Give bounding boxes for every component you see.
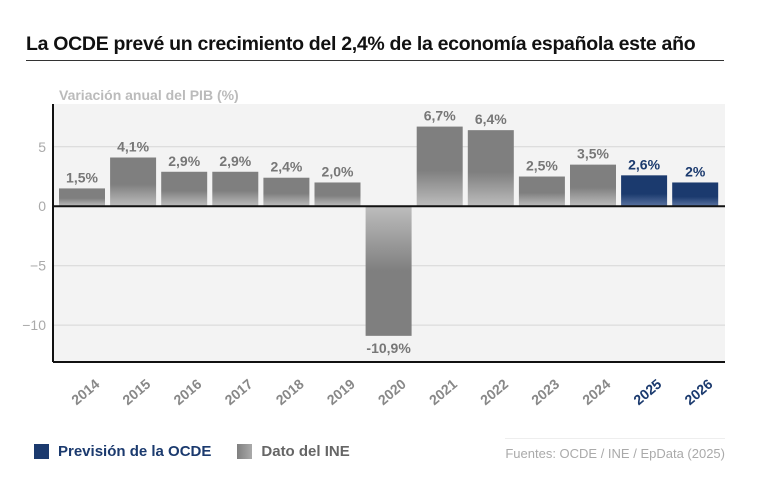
bar-2024	[570, 164, 616, 207]
legend-swatch-ocde	[34, 444, 49, 459]
data-label-2020: -10,9%	[366, 340, 411, 356]
x-tick-label: 2019	[324, 376, 358, 408]
data-label-2018: 2,4%	[270, 159, 302, 175]
x-tick-label: 2024	[579, 376, 613, 408]
x-tick-label: 2020	[375, 376, 409, 408]
y-tick-label: −10	[22, 317, 46, 333]
data-label-2015: 4,1%	[117, 139, 149, 155]
y-tick-label: −5	[30, 258, 46, 274]
x-tick-label: 2021	[426, 376, 460, 408]
x-tick-label: 2026	[681, 376, 715, 408]
title-divider	[26, 60, 724, 61]
data-label-2024: 3,5%	[577, 146, 609, 162]
bar-2018	[263, 177, 310, 207]
data-label-2019: 2,0%	[322, 163, 354, 179]
legend-swatch-ine	[237, 444, 253, 459]
data-label-2021: 6,7%	[424, 108, 456, 124]
bar-2019	[314, 182, 361, 207]
x-tick-label: 2014	[68, 376, 102, 408]
bar-2015	[110, 157, 157, 207]
x-tick-label: 2017	[222, 376, 256, 408]
x-tick-label: 2015	[119, 376, 153, 408]
legend-label-ine: Dato del INE	[261, 443, 350, 460]
data-label-2023: 2,5%	[526, 158, 558, 174]
bar-2025	[621, 175, 668, 207]
data-label-2025: 2,6%	[628, 156, 660, 172]
x-tick-label: 2018	[273, 376, 307, 408]
x-tick-label: 2025	[630, 376, 664, 408]
bar-2016	[161, 171, 208, 207]
chart-subtitle: Variación anual del PIB (%)	[59, 87, 239, 103]
data-label-2026: 2%	[685, 163, 706, 179]
x-tick-label: 2023	[528, 376, 562, 408]
data-label-2017: 2,9%	[219, 153, 251, 169]
bar-2021	[416, 126, 463, 207]
data-label-2016: 2,9%	[168, 153, 200, 169]
y-tick-label: 0	[38, 198, 46, 214]
bar-2014	[59, 188, 105, 207]
bar-2017	[212, 171, 259, 207]
x-tick-label: 2016	[170, 376, 204, 408]
bar-2023	[518, 176, 565, 207]
chart-title: La OCDE prevé un crecimiento del 2,4% de…	[26, 33, 696, 55]
legend: Previsión de la OCDE Dato del INE	[34, 443, 350, 460]
bar-2020	[365, 206, 412, 336]
source-divider	[505, 438, 725, 439]
source-text: Fuentes: OCDE / INE / EpData (2025)	[505, 446, 725, 461]
bar-2022	[467, 130, 514, 207]
data-label-2014: 1,5%	[66, 169, 98, 185]
x-tick-label: 2022	[477, 376, 511, 408]
data-label-2022: 6,4%	[475, 111, 507, 127]
legend-label-ocde: Previsión de la OCDE	[58, 443, 212, 460]
y-tick-label: 5	[38, 139, 46, 155]
bar-2026	[672, 182, 719, 207]
